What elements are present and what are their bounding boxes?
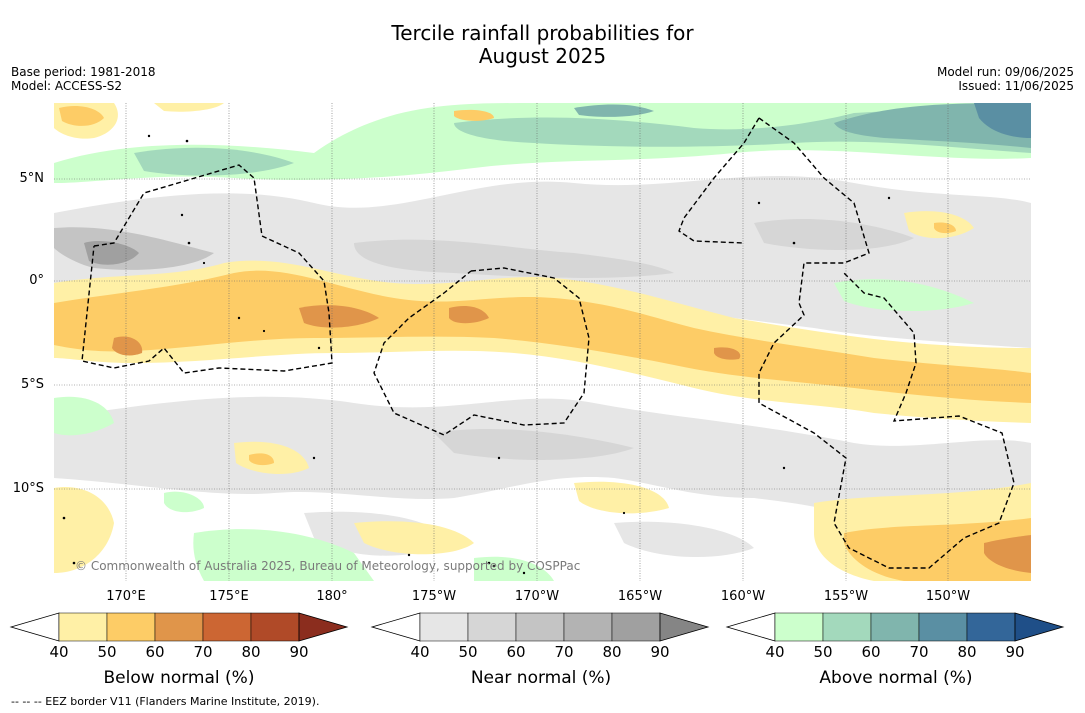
colorbar-tick-label: 50 [458,643,478,661]
model-run: Model run: 09/06/2025 [936,65,1074,79]
colorbar-segment [250,612,300,642]
above-normal-regions [54,103,1031,581]
colorbar-segment [774,612,824,642]
below-normal-regions [54,103,1031,581]
colorbar-title-below: Below normal (%) [103,668,255,688]
lon-label-170w: 170°W [514,589,560,604]
map-title-line2: August 2025 [478,44,607,68]
lat-label-10s: 10°S [12,481,44,496]
colorbar-tick-label: 90 [650,643,670,661]
lon-label-165w: 165°W [617,589,663,604]
map-title-line1: Tercile rainfall probabilities for [391,21,694,45]
lon-label-175e: 175°E [209,589,249,604]
colorbar-overflow-triangle [1014,612,1065,642]
colorbar-segment [966,612,1016,642]
colorbar-near-normal [370,612,710,642]
colorbar-tick-label: 40 [49,643,69,661]
colorbar-segment [154,612,204,642]
eez-borders [81,117,1015,569]
model-name: Model: ACCESS-S2 [11,79,123,93]
colorbar-segment [202,612,252,642]
colorbars [9,612,1065,642]
colorbar-segment [822,612,872,642]
base-period: Base period: 1981-2018 [11,65,156,79]
colorbar-segment [918,612,968,642]
lon-label-180: 180° [316,589,348,604]
colorbar-above-normal [725,612,1065,642]
lat-label-5n: 5°N [19,171,45,186]
islands [62,134,891,575]
colorbar-tick-label: 80 [957,643,977,661]
colorbar-tick-label: 90 [1005,643,1025,661]
gridlines [54,103,1031,581]
colorbar-segment [467,612,517,642]
colorbar-segment [563,612,613,642]
colorbar-segment [419,612,469,642]
colorbar-tick-label: 40 [410,643,430,661]
colorbar-tick-label: 40 [765,643,785,661]
colorbar-tick-label: 50 [813,643,833,661]
lon-label-160w: 160°W [720,589,766,604]
metadata-left: Base period: 1981-2018 Model: ACCESS-S2 [11,65,156,93]
colorbar-segment [870,612,920,642]
lon-label-150w: 150°W [925,589,971,604]
colorbar-underflow-triangle [725,612,776,642]
colorbar-underflow-triangle [9,612,60,642]
colorbar-underflow-triangle [370,612,421,642]
colorbar-tick-label: 70 [193,643,213,661]
colorbar-tick-label: 80 [241,643,261,661]
colorbar-below-normal [9,612,349,642]
colorbar-tick-label: 90 [289,643,309,661]
lon-label-175w: 175°W [411,589,457,604]
metadata-right: Model run: 09/06/2025 Issued: 11/06/2025 [937,65,1074,93]
colorbar-segment [58,612,108,642]
colorbar-overflow-triangle [298,612,349,642]
lon-label-170e: 170°E [106,589,146,604]
issued-date: Issued: 11/06/2025 [958,79,1074,93]
rainfall-map [54,103,1031,581]
lat-label-5s: 5°S [20,377,44,392]
colorbar-tick-label: 50 [97,643,117,661]
copyright-text: © Commonwealth of Australia 2025, Bureau… [75,559,581,573]
lat-label-0: 0° [29,273,44,288]
colorbar-tick-label: 60 [506,643,526,661]
colorbar-tick-label: 60 [145,643,165,661]
map-title: Tercile rainfall probabilities for Augus… [0,22,1085,68]
colorbar-tick-label: 80 [602,643,622,661]
colorbar-tick-label: 60 [861,643,881,661]
colorbar-title-near: Near normal (%) [470,668,612,688]
colorbar-segment [106,612,156,642]
colorbar-segment [611,612,661,642]
colorbar-tick-label: 70 [909,643,929,661]
eez-footnote: -- -- -- EEZ border V11 (Flanders Marine… [11,695,320,708]
near-normal-regions [54,175,1031,558]
colorbar-overflow-triangle [659,612,710,642]
colorbar-tick-label: 70 [554,643,574,661]
colorbar-title-above: Above normal (%) [819,668,973,688]
colorbar-segment [515,612,565,642]
lon-label-155w: 155°W [823,589,869,604]
